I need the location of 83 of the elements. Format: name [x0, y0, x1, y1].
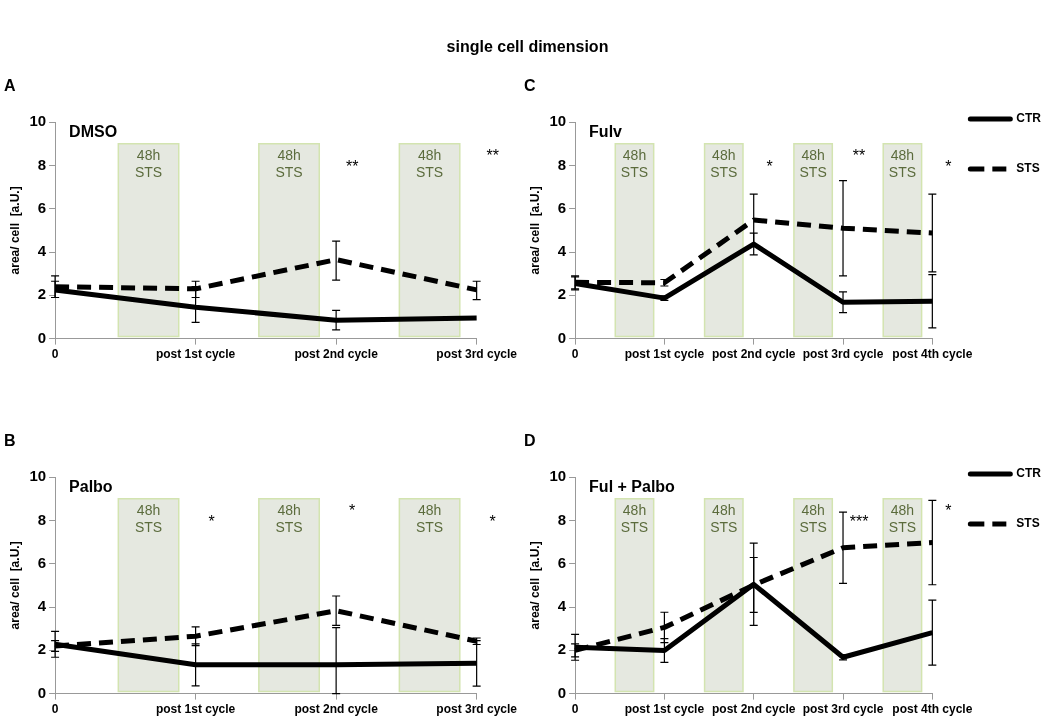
- band-label: 48h STS: [620, 146, 649, 180]
- y-axis-title: area/ cell [a.U.]: [7, 186, 22, 275]
- x-tick-label: post 4th cycle: [892, 347, 973, 362]
- text: *: [945, 502, 952, 520]
- x-tick-label: post 2nd cycle: [294, 347, 379, 362]
- text: *: [945, 158, 952, 176]
- y-tick-label: 10: [29, 467, 47, 485]
- band-label: 48h STS: [799, 501, 827, 535]
- y-tick-label: 6: [557, 198, 567, 216]
- text: **: [486, 147, 499, 165]
- y-tick-label: 2: [37, 285, 47, 303]
- y-axis-title: area/ cell [a.U.]: [7, 541, 22, 630]
- band-label: 48h STS: [415, 501, 444, 535]
- y-tick-label: 4: [557, 242, 567, 260]
- y-tick-label: 10: [549, 467, 567, 485]
- x-tick-label: post 4th cycle: [892, 702, 973, 717]
- x-tick-label: post 1st cycle: [624, 347, 705, 362]
- y-tick-label: 0: [557, 683, 567, 701]
- band-label: 48h STS: [134, 146, 163, 180]
- y-tick-label: 0: [557, 328, 567, 346]
- annotation: *: [349, 502, 356, 520]
- band-label: 48h STS: [275, 501, 303, 535]
- text: single cell dimension: [445, 37, 610, 56]
- band-label: 48h STS: [415, 146, 444, 180]
- band-label: 48h STS: [888, 501, 917, 535]
- band-label: 48h STS: [620, 501, 649, 535]
- chart-title: D: [524, 432, 536, 450]
- annotation: **: [345, 158, 359, 176]
- y-tick-label: 2: [37, 640, 47, 658]
- y-tick-label: 6: [37, 198, 47, 216]
- y-axis-title: area/ cell [a.U.]: [527, 186, 542, 275]
- y-tick-label: 10: [29, 112, 47, 130]
- annotation: **: [852, 147, 866, 165]
- band-label: 48h STS: [888, 146, 917, 180]
- band-label: 48h STS: [710, 501, 738, 535]
- y-tick-label: 8: [37, 510, 47, 528]
- x-tick-label: post 2nd cycle: [712, 702, 796, 717]
- legend-label: CTR: [1016, 466, 1042, 481]
- y-tick-label: 4: [37, 242, 47, 260]
- x-tick-label: post 3rd cycle: [436, 702, 518, 717]
- x-tick-label: post 2nd cycle: [712, 347, 796, 362]
- band-label: 48h STS: [134, 501, 163, 535]
- y-tick-label: 6: [557, 553, 567, 571]
- y-tick-label: 4: [37, 597, 47, 615]
- chart-subtitle: DMSO: [69, 122, 118, 140]
- chart-subtitle: Ful + Palbo: [589, 477, 676, 495]
- chart-subtitle: Palbo: [69, 477, 113, 495]
- y-tick-label: 0: [37, 328, 47, 346]
- y-axis-title: area/ cell [a.U.]: [527, 541, 542, 630]
- chart-subtitle: Fulv: [589, 122, 623, 140]
- chart-title: A: [4, 77, 16, 95]
- y-tick-label: 4: [557, 597, 567, 615]
- annotation: ***: [849, 513, 869, 531]
- legend-label: STS: [1016, 516, 1040, 531]
- y-tick-label: 8: [557, 510, 567, 528]
- band-label: 48h STS: [799, 146, 827, 180]
- band-label: 48h STS: [275, 146, 303, 180]
- legend-label: STS: [1016, 161, 1040, 176]
- y-tick-label: 0: [37, 683, 47, 701]
- annotation: *: [766, 158, 773, 176]
- x-tick-label: post 1st cycle: [155, 702, 236, 717]
- y-tick-label: 2: [557, 640, 567, 658]
- y-tick-label: 8: [557, 155, 567, 173]
- x-tick-label: 0: [51, 702, 59, 717]
- x-tick-label: post 1st cycle: [624, 702, 705, 717]
- y-tick-label: 6: [37, 553, 47, 571]
- chart-title: B: [4, 432, 16, 450]
- text: *: [489, 513, 496, 531]
- y-tick-label: 8: [37, 155, 47, 173]
- x-tick-label: post 3rd cycle: [802, 702, 884, 717]
- x-tick-label: post 2nd cycle: [294, 702, 379, 717]
- x-tick-label: post 3rd cycle: [802, 347, 884, 362]
- x-tick-label: post 1st cycle: [155, 347, 236, 362]
- legend-label: CTR: [1016, 111, 1042, 126]
- x-tick-label: 0: [571, 702, 579, 717]
- x-tick-label: 0: [571, 347, 579, 362]
- x-tick-label: post 3rd cycle: [436, 347, 518, 362]
- y-tick-label: 2: [557, 285, 567, 303]
- y-tick-label: 10: [549, 112, 567, 130]
- annotation: *: [208, 513, 215, 531]
- x-tick-label: 0: [51, 347, 59, 362]
- chart-title: C: [524, 77, 536, 95]
- band-label: 48h STS: [710, 146, 738, 180]
